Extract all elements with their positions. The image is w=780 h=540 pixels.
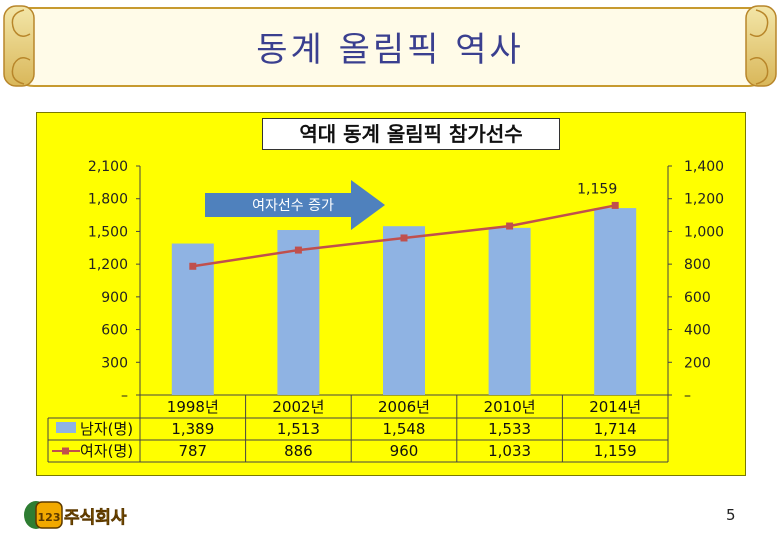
line-female-marker: [611, 201, 619, 209]
x-category-label: 2014년: [589, 398, 641, 416]
bar-male: [488, 227, 531, 395]
y-left-tick-label: 2,100: [88, 159, 128, 175]
table-cell-female: 886: [284, 442, 313, 460]
y-right-tick-label: 800: [684, 257, 711, 273]
line-female-marker: [294, 246, 302, 254]
data-label: 1,159: [577, 181, 617, 197]
table-cell-female: 960: [390, 442, 419, 460]
table-cell-male: 1,533: [488, 420, 531, 438]
table-cell-male: 1,513: [277, 420, 320, 438]
line-female-marker: [400, 234, 408, 242]
svg-text:123: 123: [38, 511, 61, 524]
x-category-label: 2010년: [484, 398, 536, 416]
company-logo: 123 주식회사: [24, 501, 127, 529]
y-right-tick-label: –: [684, 388, 691, 404]
y-left-tick-label: 1,200: [88, 257, 128, 273]
line-female-marker: [506, 222, 514, 230]
y-left-tick-label: 1,800: [88, 192, 128, 208]
table-cell-female: 787: [178, 442, 207, 460]
y-left-tick-label: 300: [101, 355, 128, 371]
y-right-tick-label: 1,000: [684, 224, 724, 240]
bar-male: [383, 226, 425, 395]
y-right-tick-label: 1,200: [684, 192, 724, 208]
y-right-tick-label: 1,400: [684, 159, 724, 175]
table-cell-male: 1,548: [383, 420, 426, 438]
y-right-tick-label: 200: [684, 355, 711, 371]
y-right-tick-label: 600: [684, 290, 711, 306]
y-left-tick-label: 600: [101, 323, 128, 339]
svg-text:주식회사: 주식회사: [64, 508, 127, 528]
legend-key-male: [56, 422, 76, 433]
y-left-tick-label: 1,500: [88, 224, 128, 240]
y-left-tick-label: 900: [101, 290, 128, 306]
bar-male: [277, 230, 320, 395]
title-banner: [3, 5, 777, 87]
annotation-text: 여자선수 증가: [252, 198, 334, 214]
slide-title: 동계 올림픽 역사: [256, 30, 524, 70]
annotation-arrow: [205, 180, 385, 230]
table-cell-female: 1,159: [594, 442, 637, 460]
x-category-label: 2006년: [378, 398, 430, 416]
chart-title: 역대 동계 올림픽 참가선수: [262, 118, 560, 150]
x-category-label: 1998년: [167, 398, 219, 416]
table-cell-male: 1,389: [171, 420, 214, 438]
table-cell-male: 1,714: [594, 420, 637, 438]
legend-key-female-marker: [62, 447, 69, 455]
bar-male: [594, 208, 637, 395]
page-number: 5: [726, 506, 736, 524]
y-left-tick-label: –: [121, 388, 128, 404]
legend-label-female: 여자(명): [80, 442, 133, 460]
y-right-tick-label: 400: [684, 323, 711, 339]
legend-label-male: 남자(명): [80, 420, 133, 438]
table-cell-female: 1,033: [488, 442, 531, 460]
x-category-label: 2002년: [272, 398, 324, 416]
line-female-marker: [189, 262, 197, 270]
